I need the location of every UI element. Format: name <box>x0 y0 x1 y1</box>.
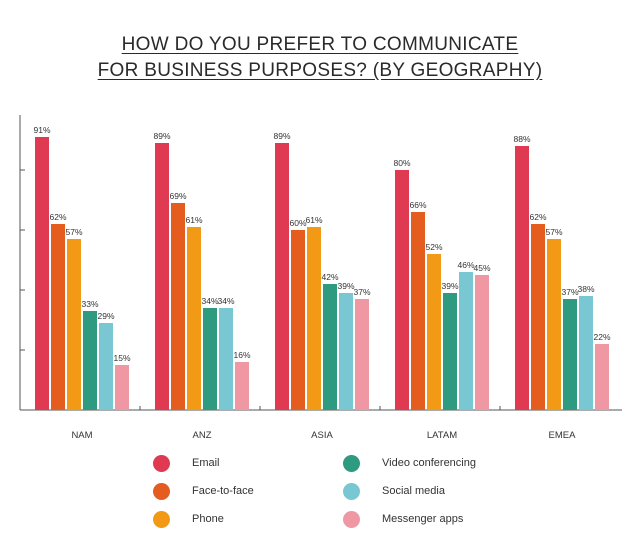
bar-anz-messenger-apps <box>235 362 249 410</box>
data-label: 45% <box>473 263 490 273</box>
legend-item: Social media <box>343 481 445 501</box>
chart-title-line-1: HOW DO YOU PREFER TO COMMUNICATE <box>121 34 519 55</box>
data-label: 34% <box>217 296 234 306</box>
legend-label: Face-to-face <box>192 485 254 497</box>
x-tick-label: NAM <box>71 430 92 441</box>
data-label: 46% <box>457 260 474 270</box>
bar-emea-email <box>515 146 529 410</box>
bar-anz-social-media <box>219 308 233 410</box>
bar-emea-face-to-face <box>531 224 545 410</box>
data-label: 88% <box>513 134 530 144</box>
bar-anz-phone <box>187 227 201 410</box>
data-label: 39% <box>441 281 458 291</box>
data-label: 62% <box>529 212 546 222</box>
data-label: 16% <box>233 350 250 360</box>
legend-swatch <box>153 510 170 528</box>
legend-item: Video conferencing <box>343 453 476 473</box>
x-tick-label: EMEA <box>549 430 577 441</box>
data-label: 69% <box>169 191 186 201</box>
legend-item: Messenger apps <box>343 509 463 529</box>
legend-swatch <box>153 454 170 472</box>
legend-label: Email <box>192 457 220 469</box>
x-tick-label: ASIA <box>311 430 333 441</box>
data-label: 89% <box>153 131 170 141</box>
bar-emea-messenger-apps <box>595 344 609 410</box>
chart-title-line-2: FOR BUSINESS PURPOSES? (BY GEOGRAPHY) <box>97 60 543 81</box>
data-label: 62% <box>49 212 66 222</box>
data-label: 42% <box>321 272 338 282</box>
legend-item: Face-to-face <box>153 481 254 501</box>
data-label: 33% <box>81 299 98 309</box>
data-label: 91% <box>33 125 50 135</box>
data-label: 39% <box>337 281 354 291</box>
bar-nam-email <box>35 137 49 410</box>
legend-label: Messenger apps <box>382 513 464 525</box>
legend-label: Social media <box>382 485 445 497</box>
data-label: 89% <box>273 131 290 141</box>
legend-label: Video conferencing <box>382 457 476 469</box>
data-label: 52% <box>425 242 442 252</box>
bar-nam-video-conferencing <box>83 311 97 410</box>
x-tick-label: ANZ <box>193 430 212 441</box>
bar-asia-video-conferencing <box>323 284 337 410</box>
bar-latam-face-to-face <box>411 212 425 410</box>
legend-label: Phone <box>192 513 224 525</box>
legend-item: Email <box>153 453 220 473</box>
bar-anz-video-conferencing <box>203 308 217 410</box>
bar-latam-email <box>395 170 409 410</box>
bar-nam-face-to-face <box>51 224 65 410</box>
bar-latam-video-conferencing <box>443 293 457 410</box>
bar-emea-social-media <box>579 296 593 410</box>
bar-asia-face-to-face <box>291 230 305 410</box>
data-label: 80% <box>393 158 410 168</box>
bar-asia-messenger-apps <box>355 299 369 410</box>
bar-anz-email <box>155 143 169 410</box>
bar-asia-social-media <box>339 293 353 410</box>
bar-latam-phone <box>427 254 441 410</box>
data-label: 38% <box>577 284 594 294</box>
data-label: 15% <box>113 353 130 363</box>
legend-swatch <box>343 510 360 528</box>
bar-latam-social-media <box>459 272 473 410</box>
data-label: 34% <box>201 296 218 306</box>
data-label: 60% <box>289 218 306 228</box>
legend-swatch <box>343 454 360 472</box>
legend-swatch <box>153 482 170 500</box>
bar-nam-messenger-apps <box>115 365 129 410</box>
data-label: 29% <box>97 311 114 321</box>
bar-nam-social-media <box>99 323 113 410</box>
data-label: 66% <box>409 200 426 210</box>
data-label: 57% <box>545 227 562 237</box>
data-label: 22% <box>593 332 610 342</box>
bar-latam-messenger-apps <box>475 275 489 410</box>
bar-emea-video-conferencing <box>563 299 577 410</box>
bar-nam-phone <box>67 239 81 410</box>
legend-swatch <box>343 482 360 500</box>
bar-asia-phone <box>307 227 321 410</box>
legend-item: Phone <box>153 509 224 529</box>
data-label: 61% <box>185 215 202 225</box>
bar-emea-phone <box>547 239 561 410</box>
data-label: 61% <box>305 215 322 225</box>
data-label: 57% <box>65 227 82 237</box>
bar-asia-email <box>275 143 289 410</box>
bar-anz-face-to-face <box>171 203 185 410</box>
data-label: 37% <box>353 287 370 297</box>
x-tick-label: LATAM <box>427 430 457 441</box>
data-label: 37% <box>561 287 578 297</box>
